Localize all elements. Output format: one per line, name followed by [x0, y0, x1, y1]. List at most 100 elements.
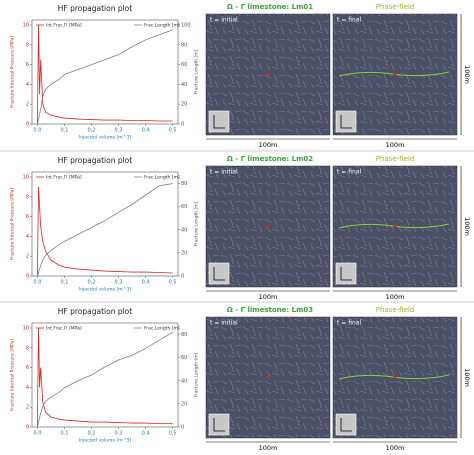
time-label: t = final [337, 169, 361, 176]
series-line [37, 186, 173, 277]
y-tick-label: 2 [26, 405, 29, 411]
x-tick-label: 0.5 [169, 280, 177, 286]
x-tick-label: 0.3 [115, 128, 123, 134]
y2-tick-label: 0 [181, 122, 184, 128]
injection-point [266, 72, 270, 76]
axis-icon [340, 267, 352, 281]
injection-point [393, 375, 397, 379]
time-label: t = final [337, 320, 361, 327]
x-tick-label: 0.2 [88, 280, 96, 286]
axis-inset [335, 413, 357, 436]
time-label: t = final [337, 17, 361, 24]
x-tick-label: 0.2 [88, 128, 96, 134]
width-label: 100m [259, 141, 278, 149]
legend-label: Frac.Length [m] [144, 175, 180, 181]
y2-tick-label: 40 [181, 378, 187, 384]
series-line [37, 29, 173, 125]
height-label: 100m [463, 368, 471, 387]
y-tick-label: 0 [26, 274, 29, 280]
x-tick-label: 0.4 [142, 431, 150, 437]
axis-inset [208, 262, 230, 285]
series-line [37, 327, 173, 428]
y-tick-label: 8 [26, 345, 29, 351]
legend-label: Frac.Length [m] [144, 23, 180, 29]
y-tick-label: 8 [26, 194, 29, 200]
y-tick-label: 10 [23, 325, 29, 331]
chart-title: HF propagation plot [58, 156, 133, 165]
x-tick-label: 0.1 [60, 128, 68, 134]
y-tick-label: 10 [23, 174, 29, 180]
x-tick-label: 0.5 [169, 431, 177, 437]
y-tick-label: 6 [26, 62, 29, 68]
crack [338, 374, 450, 380]
y2-tick-label: 0 [181, 274, 184, 280]
legend-label: Int.Frac.P. [MPa] [46, 175, 82, 181]
x-tick-label: 0.1 [60, 280, 68, 286]
y-tick-label: 6 [26, 365, 29, 371]
y2-tick-label: 40 [181, 227, 187, 233]
series-line [37, 331, 173, 428]
width-label: 100m [259, 444, 278, 452]
chart-title: HF propagation plot [58, 307, 133, 316]
y2-tick-label: 20 [181, 401, 187, 407]
legend-label: Int.Frac.P. [MPa] [46, 326, 82, 332]
y-axis-label: Fracture Internal Pressure [MPa] [10, 339, 16, 411]
field-title: Phase-field [376, 155, 415, 163]
x-tick-label: 0.4 [142, 128, 150, 134]
x-tick-label: 0.0 [33, 280, 41, 286]
y2-tick-label: 80 [181, 42, 187, 48]
x-tick-label: 0.4 [142, 280, 150, 286]
axis-inset [208, 110, 230, 133]
x-tick-label: 0.1 [60, 431, 68, 437]
width-label: 100m [386, 444, 405, 452]
x-tick-label: 0.0 [33, 431, 41, 437]
x-tick-label: 0.3 [115, 280, 123, 286]
y2-tick-label: 20 [181, 250, 187, 256]
y-tick-label: 10 [23, 22, 29, 28]
chart-title: HF propagation plot [58, 4, 133, 13]
panel-title: Ω - Γ limestone: Lm02 [227, 155, 313, 163]
y2-tick-label: 40 [181, 82, 187, 88]
y-tick-label: 0 [26, 122, 29, 128]
crack [338, 71, 450, 77]
width-label: 100m [259, 293, 278, 301]
x-axis-label: Injected volume [m^3] [79, 287, 131, 293]
y2-axis-label: Fracture Length [m] [194, 49, 200, 94]
y-tick-label: 4 [26, 82, 29, 88]
axis-icon [213, 115, 225, 129]
time-label: t = initial [210, 17, 238, 24]
y2-axis-label: Fracture Length [m] [194, 352, 200, 397]
injection-point [393, 224, 397, 228]
axis-icon [213, 418, 225, 432]
y-tick-label: 4 [26, 234, 29, 240]
y-tick-label: 4 [26, 385, 29, 391]
x-tick-label: 0.2 [88, 431, 96, 437]
x-tick-label: 0.0 [33, 128, 41, 134]
y-tick-label: 2 [26, 102, 29, 108]
field-title: Phase-field [376, 306, 415, 314]
axis-icon [213, 267, 225, 281]
axis-inset [335, 262, 357, 285]
y2-tick-label: 80 [181, 332, 187, 338]
plot-frame [31, 19, 179, 125]
width-label: 100m [386, 141, 405, 149]
y-tick-label: 6 [26, 214, 29, 220]
y2-axis-label: Fracture Length [m] [194, 201, 200, 246]
plot-frame [31, 322, 179, 428]
series-line [37, 24, 173, 125]
field-title: Phase-field [376, 3, 415, 11]
x-axis-label: Injected volume [m^3] [79, 438, 131, 444]
y2-tick-label: 20 [181, 102, 187, 108]
x-tick-label: 0.3 [115, 431, 123, 437]
y-axis-label: Fracture Internal Pressure [MPa] [10, 36, 16, 108]
width-label: 100m [386, 293, 405, 301]
y-axis-label: Fracture Internal Pressure [MPa] [10, 188, 16, 260]
axis-icon [340, 418, 352, 432]
panel-title: Ω - Γ limestone: Lm01 [227, 3, 313, 11]
time-label: t = initial [210, 320, 238, 327]
injection-point [393, 72, 397, 76]
axis-inset [208, 413, 230, 436]
injection-point [266, 375, 270, 379]
y2-tick-label: 60 [181, 204, 187, 210]
